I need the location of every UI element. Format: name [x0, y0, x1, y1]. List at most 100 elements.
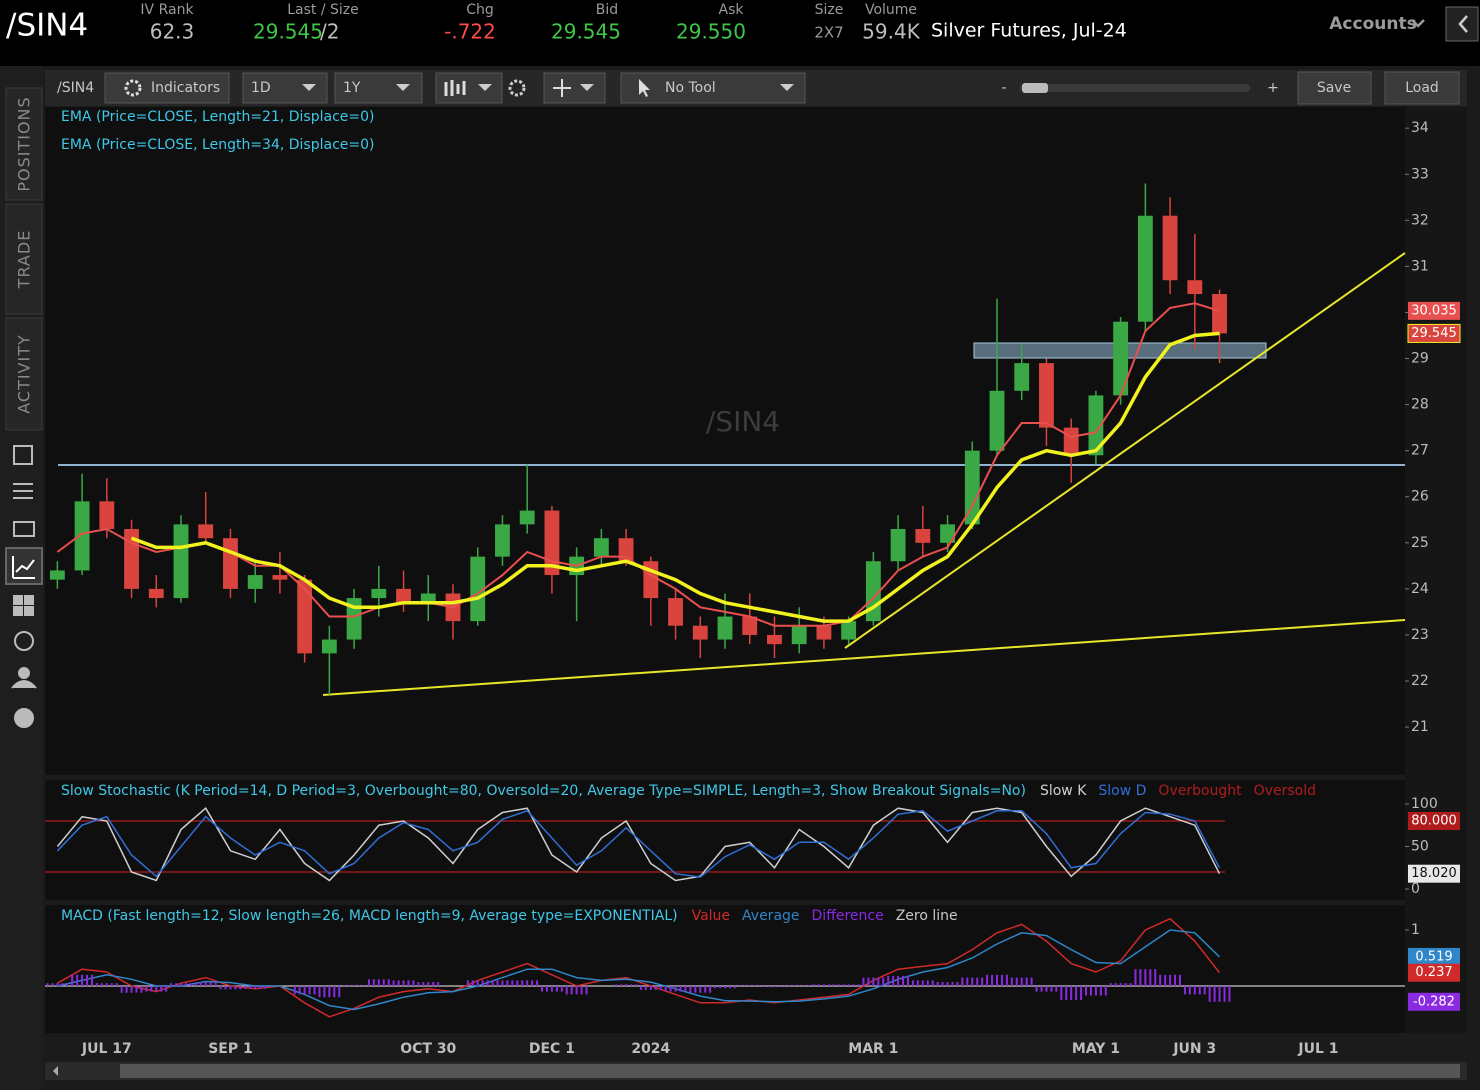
tool-dropdown[interactable] — [620, 72, 806, 104]
value-tag-label: 0.519 — [1415, 949, 1452, 964]
y-tick-label: 21 — [1411, 719, 1429, 735]
field-label: Size — [815, 2, 844, 18]
header-bg — [0, 0, 1480, 66]
y-tick-label: 100 — [1411, 796, 1438, 812]
field-value: 29.550 — [676, 20, 746, 44]
accounts-chevron — [1411, 19, 1425, 28]
candle-body — [1212, 294, 1227, 334]
legend-entry: Slow K — [1040, 783, 1087, 799]
x-tick-label: MAR 1 — [848, 1041, 898, 1057]
icon[interactable] — [18, 667, 30, 679]
candle-body — [1137, 215, 1153, 322]
candle-body — [297, 579, 313, 654]
icon[interactable] — [13, 606, 23, 616]
dropdown-arrow — [302, 84, 316, 91]
trendline — [322, 619, 1406, 696]
field-label: Last / Size — [287, 2, 359, 18]
scroll-thumb[interactable] — [120, 1064, 1460, 1078]
zoom-track[interactable] — [1020, 84, 1250, 92]
period-dropdown[interactable] — [334, 72, 423, 104]
y-tick-label: 23 — [1411, 627, 1429, 643]
candle-body — [1039, 363, 1054, 428]
icon — [12, 556, 35, 579]
side-tab[interactable]: TRADE — [15, 230, 34, 290]
series-line — [130, 331, 1220, 623]
value-tag — [1407, 323, 1461, 343]
tab-bg[interactable] — [5, 203, 43, 315]
dropdown-arrow — [478, 84, 492, 91]
y-tick-label: 1 — [1411, 922, 1420, 938]
y-tick-label: 33 — [1411, 166, 1429, 182]
field-label: Ask — [719, 2, 745, 18]
level-tag-label: 80.000 — [1411, 813, 1457, 828]
value-tag-label: 30.035 — [1411, 303, 1457, 318]
legend-entry: Overbought — [1158, 783, 1242, 799]
zoom-out[interactable]: - — [1001, 80, 1006, 96]
tab-bg[interactable] — [5, 87, 43, 201]
load-label: Load — [1405, 80, 1439, 96]
toolbar-symbol: /SIN4 — [57, 80, 94, 96]
series-line — [57, 929, 1221, 1011]
candle-body — [74, 501, 90, 571]
candle-body — [717, 616, 733, 640]
tab-bg[interactable] — [5, 317, 43, 431]
save-button[interactable] — [1297, 71, 1372, 105]
candle-body — [1113, 321, 1129, 396]
panel-title: MACD (Fast length=12, Slow length=26, MA… — [61, 908, 678, 924]
y-tick-label: 0 — [1411, 881, 1420, 897]
drawing-dropdown[interactable] — [543, 72, 606, 104]
field-label: Volume — [865, 2, 917, 18]
zoom-in[interactable]: + — [1267, 80, 1279, 96]
candle-body — [396, 588, 411, 603]
icon[interactable] — [24, 595, 34, 605]
field-value: 29.545 — [253, 20, 323, 44]
candle-body — [321, 639, 337, 654]
candle-body — [198, 524, 214, 539]
candle-body — [1014, 363, 1030, 391]
icon[interactable] — [24, 606, 34, 616]
load-button[interactable] — [1384, 71, 1460, 105]
dropdown-arrow — [580, 84, 594, 91]
header-symbol: /SIN4 — [6, 8, 88, 44]
settings-icon[interactable] — [508, 79, 526, 97]
icon[interactable] — [14, 708, 34, 728]
candle-body — [841, 621, 857, 640]
candle-body — [49, 570, 65, 580]
candle-body — [99, 501, 115, 529]
value-tag — [1408, 301, 1460, 320]
sidebar-icons — [5, 445, 43, 728]
field-size: /2 — [320, 20, 339, 44]
icon[interactable] — [13, 445, 33, 465]
dropdown-arrow — [780, 84, 794, 91]
level-tag — [1408, 811, 1460, 830]
value-tag-label: -0.282 — [1413, 994, 1455, 1009]
marks: 212223242526272829303132333430.03529.545… — [45, 109, 1461, 1057]
icon[interactable] — [13, 595, 23, 605]
scroll-left[interactable] — [53, 1066, 58, 1076]
legend-entry: Slow D — [1098, 783, 1146, 799]
candle-body — [668, 598, 683, 626]
accounts-menu[interactable]: Accounts — [1329, 14, 1416, 34]
legend-entry: EMA (Price=CLOSE, Length=34, Displace=0) — [61, 137, 375, 153]
x-tick-label: 2024 — [631, 1041, 670, 1057]
y-tick-label: 31 — [1411, 258, 1429, 274]
trendline — [844, 252, 1406, 649]
candle-body — [989, 390, 1005, 451]
style-icon — [444, 80, 466, 96]
aggregation-dropdown[interactable] — [242, 72, 328, 104]
legend-entry: EMA (Price=CLOSE, Length=21, Displace=0) — [61, 109, 375, 125]
zoom-thumb[interactable] — [1022, 83, 1048, 93]
candle-body — [272, 575, 288, 580]
side-tab[interactable]: ACTIVITY — [15, 334, 34, 414]
candle-body — [940, 524, 955, 543]
legend-entry: Zero line — [896, 908, 958, 924]
candle-body — [1063, 427, 1079, 456]
collapse-button[interactable] — [1445, 6, 1479, 42]
icon[interactable] — [13, 521, 35, 537]
icon[interactable] — [14, 631, 34, 651]
icon[interactable] — [13, 483, 33, 499]
candle-body — [148, 588, 164, 599]
value-tag — [1408, 864, 1460, 883]
side-tab[interactable]: POSITIONS — [15, 96, 34, 191]
